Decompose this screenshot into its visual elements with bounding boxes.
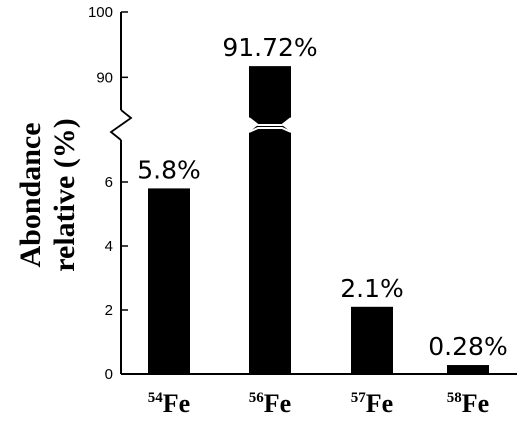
y-tick-label: 100 [88, 4, 113, 21]
x-category-label: 54Fe [148, 389, 190, 418]
category-labels: 54Fe 56Fe 57Fe 58Fe [148, 389, 489, 418]
isotope-mass-number: 58 [447, 390, 462, 406]
x-category-label: 56Fe [249, 389, 291, 418]
y-tick-label: 2 [105, 302, 113, 319]
isotope-mass-number: 57 [351, 390, 367, 406]
data-label: 0.28% [428, 332, 507, 361]
bar-break-gap [248, 117, 292, 126]
isotope-mass-number: 54 [148, 390, 164, 406]
element-symbol: Fe [163, 389, 190, 418]
y-tick-label: 0 [105, 366, 113, 383]
x-category-label: 57Fe [351, 389, 393, 418]
y-axis-title: Abondance relative (%) [14, 118, 81, 272]
bar-58fe [447, 365, 489, 374]
y-tick-label: 6 [105, 174, 113, 191]
isotope-mass-number: 56 [249, 390, 265, 406]
data-labels: 5.8% 91.72% 2.1% 0.28% [137, 33, 507, 361]
bar-56fe [249, 66, 291, 374]
element-symbol: Fe [264, 389, 291, 418]
bar-57fe [351, 306, 393, 374]
data-label: 5.8% [137, 155, 201, 184]
bars [148, 66, 489, 374]
x-category-label: 58Fe [447, 389, 489, 418]
bar-54fe [148, 188, 190, 374]
y-axis-title-line: Abondance [14, 122, 47, 267]
data-label: 2.1% [340, 274, 404, 303]
element-symbol: Fe [366, 389, 393, 418]
data-label: 91.72% [222, 33, 317, 62]
y-axis-title-line: relative (%) [48, 118, 81, 272]
y-tick-label: 90 [96, 69, 113, 86]
y-tick-label: 4 [105, 238, 113, 255]
bar-break-gap [248, 127, 292, 133]
y-axis-break-mark [109, 109, 133, 141]
element-symbol: Fe [462, 389, 489, 418]
